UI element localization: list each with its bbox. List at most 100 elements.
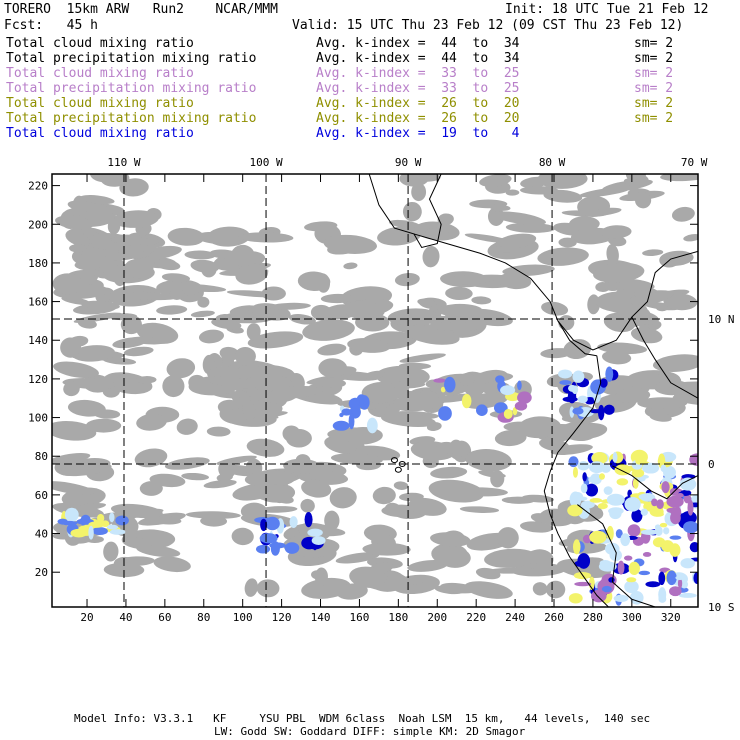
precip-cell [597, 404, 605, 421]
precip-cell [631, 468, 645, 478]
precip-cell [265, 516, 280, 531]
cloud-patch [53, 361, 99, 379]
cloud-patch [408, 576, 423, 585]
cloud-patch [545, 580, 566, 599]
cloud-patch [230, 244, 255, 267]
precip-cell [666, 570, 677, 586]
cloud-patch [606, 244, 619, 265]
precip-cell [640, 508, 648, 516]
cloud-patch [520, 176, 550, 188]
precip-cell [517, 380, 522, 391]
precip-cell [88, 525, 94, 540]
cloud-patch [488, 246, 524, 253]
legend-kindex: Avg. k-index = 26 to 20 [316, 96, 520, 111]
legend-kindex: Avg. k-index = 44 to 34 [316, 51, 520, 66]
precip-cell [660, 464, 667, 473]
cloud-patch [120, 315, 142, 335]
precip-cell [585, 483, 599, 497]
cloud-patch [136, 413, 167, 431]
cloud-patch [445, 286, 473, 301]
precip-cell [440, 386, 446, 393]
precip-cell [307, 528, 323, 537]
precip-cell [603, 404, 615, 415]
legend-sm: sm= 2 [634, 66, 674, 81]
cloud-patch [59, 462, 112, 477]
cloud-patch [154, 259, 181, 271]
precip-cell [577, 461, 590, 471]
precip-cell [677, 578, 683, 589]
legend-kindex: Avg. k-index = 33 to 25 [316, 81, 520, 96]
x-tick-label: 300 [622, 611, 642, 624]
precip-cell [433, 378, 447, 383]
cloud-patch [408, 497, 447, 516]
precip-cell [577, 553, 591, 569]
cloud-patch [129, 336, 167, 345]
cloud-patch [364, 370, 386, 380]
precip-cell [348, 413, 355, 430]
cloud-patch [110, 236, 153, 246]
cloud-patch [475, 567, 501, 580]
cloud-patch [207, 226, 251, 247]
cloud-patch [167, 227, 205, 246]
cloud-patch [203, 479, 237, 489]
coastline [612, 465, 698, 500]
legend-kindex: Avg. k-index = 26 to 20 [316, 111, 520, 126]
x-tick-label: 180 [388, 611, 408, 624]
cloud-patch [489, 204, 511, 211]
y-tick-label: 20 [35, 566, 48, 579]
cloud-patch [244, 470, 296, 488]
cloud-patch [558, 315, 575, 331]
precip-cell [645, 581, 661, 588]
cloud-patch [634, 191, 652, 209]
map-frame [51, 173, 699, 608]
longitude-label: 110 W [107, 156, 140, 169]
cloud-patch [149, 473, 186, 488]
precip-cell [574, 581, 592, 587]
cloud-patch [276, 495, 294, 504]
coastline [557, 320, 597, 357]
cloud-patch [69, 243, 87, 253]
cloud-patch [85, 418, 122, 433]
precip-cell [629, 591, 644, 605]
precip-cell [101, 520, 110, 528]
x-tick-label: 320 [661, 611, 681, 624]
cloud-patch [302, 319, 355, 341]
cloud-patch [246, 323, 261, 341]
cloud-patch [407, 560, 448, 572]
cloud-patch [519, 521, 554, 533]
cloud-patch [600, 225, 632, 239]
cloud-patch [445, 274, 498, 285]
precip-cell [106, 524, 119, 530]
cloud-patch [642, 249, 664, 257]
cloud-patch [216, 473, 233, 482]
cloud-patch [558, 237, 577, 248]
precip-cell [680, 558, 695, 569]
cloud-patch [437, 303, 483, 317]
cloud-patch [440, 582, 478, 594]
precip-cell [444, 376, 456, 393]
cloud-patch [301, 479, 332, 498]
precip-cell [670, 511, 681, 525]
cloud-patch [398, 362, 432, 370]
latitude-label: 10 N [708, 313, 735, 326]
cloud-patch [55, 215, 94, 230]
cloud-patch [269, 302, 311, 310]
cloud-patch [584, 207, 622, 217]
y-tick-label: 220 [28, 180, 48, 193]
cloud-patch [320, 293, 354, 304]
cloud-patch [663, 293, 698, 311]
cloud-patch [107, 218, 121, 235]
longitude-label: 100 W [249, 156, 282, 169]
coastline [368, 174, 442, 249]
cloud-patch [247, 331, 304, 349]
cloud-patch [537, 174, 588, 189]
cloud-patch [394, 272, 420, 287]
cloud-patch [327, 427, 378, 442]
cloud-patch [428, 479, 484, 503]
y-tick-label: 200 [28, 218, 48, 231]
cloud-patch [80, 247, 106, 270]
cloud-patch [436, 441, 460, 454]
x-tick-label: 260 [544, 611, 564, 624]
precip-cell [659, 522, 668, 528]
longitude-label: 90 W [395, 156, 422, 169]
